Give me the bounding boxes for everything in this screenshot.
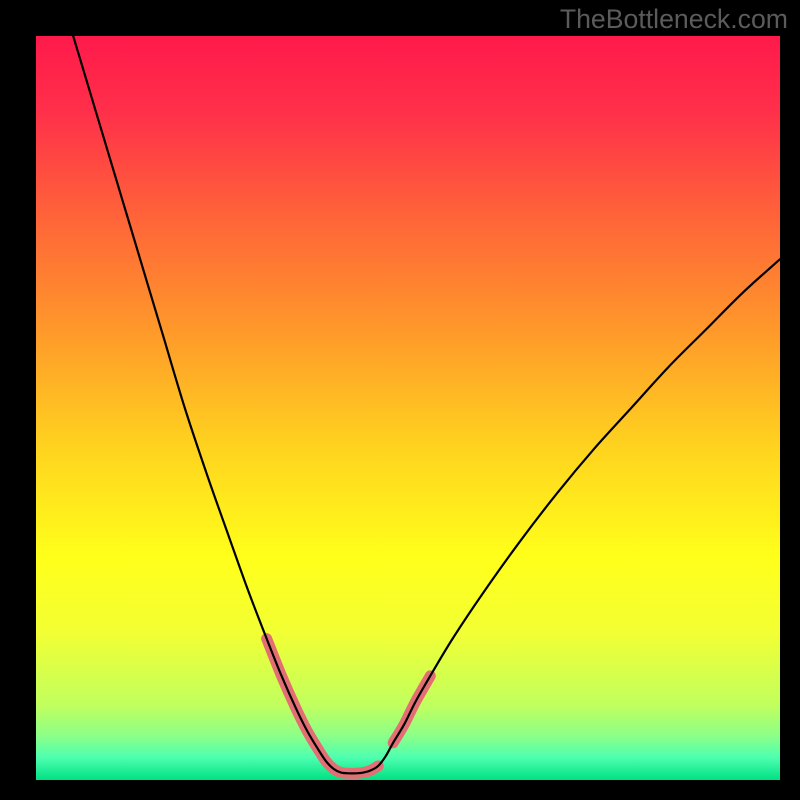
chart-frame: TheBottleneck.com [0,0,800,800]
optimal-range-highlight [267,639,379,774]
bottleneck-curve-svg [36,36,780,780]
bottleneck-curve [73,36,780,773]
watermark-text: TheBottleneck.com [560,4,788,35]
plot-area [36,36,780,780]
